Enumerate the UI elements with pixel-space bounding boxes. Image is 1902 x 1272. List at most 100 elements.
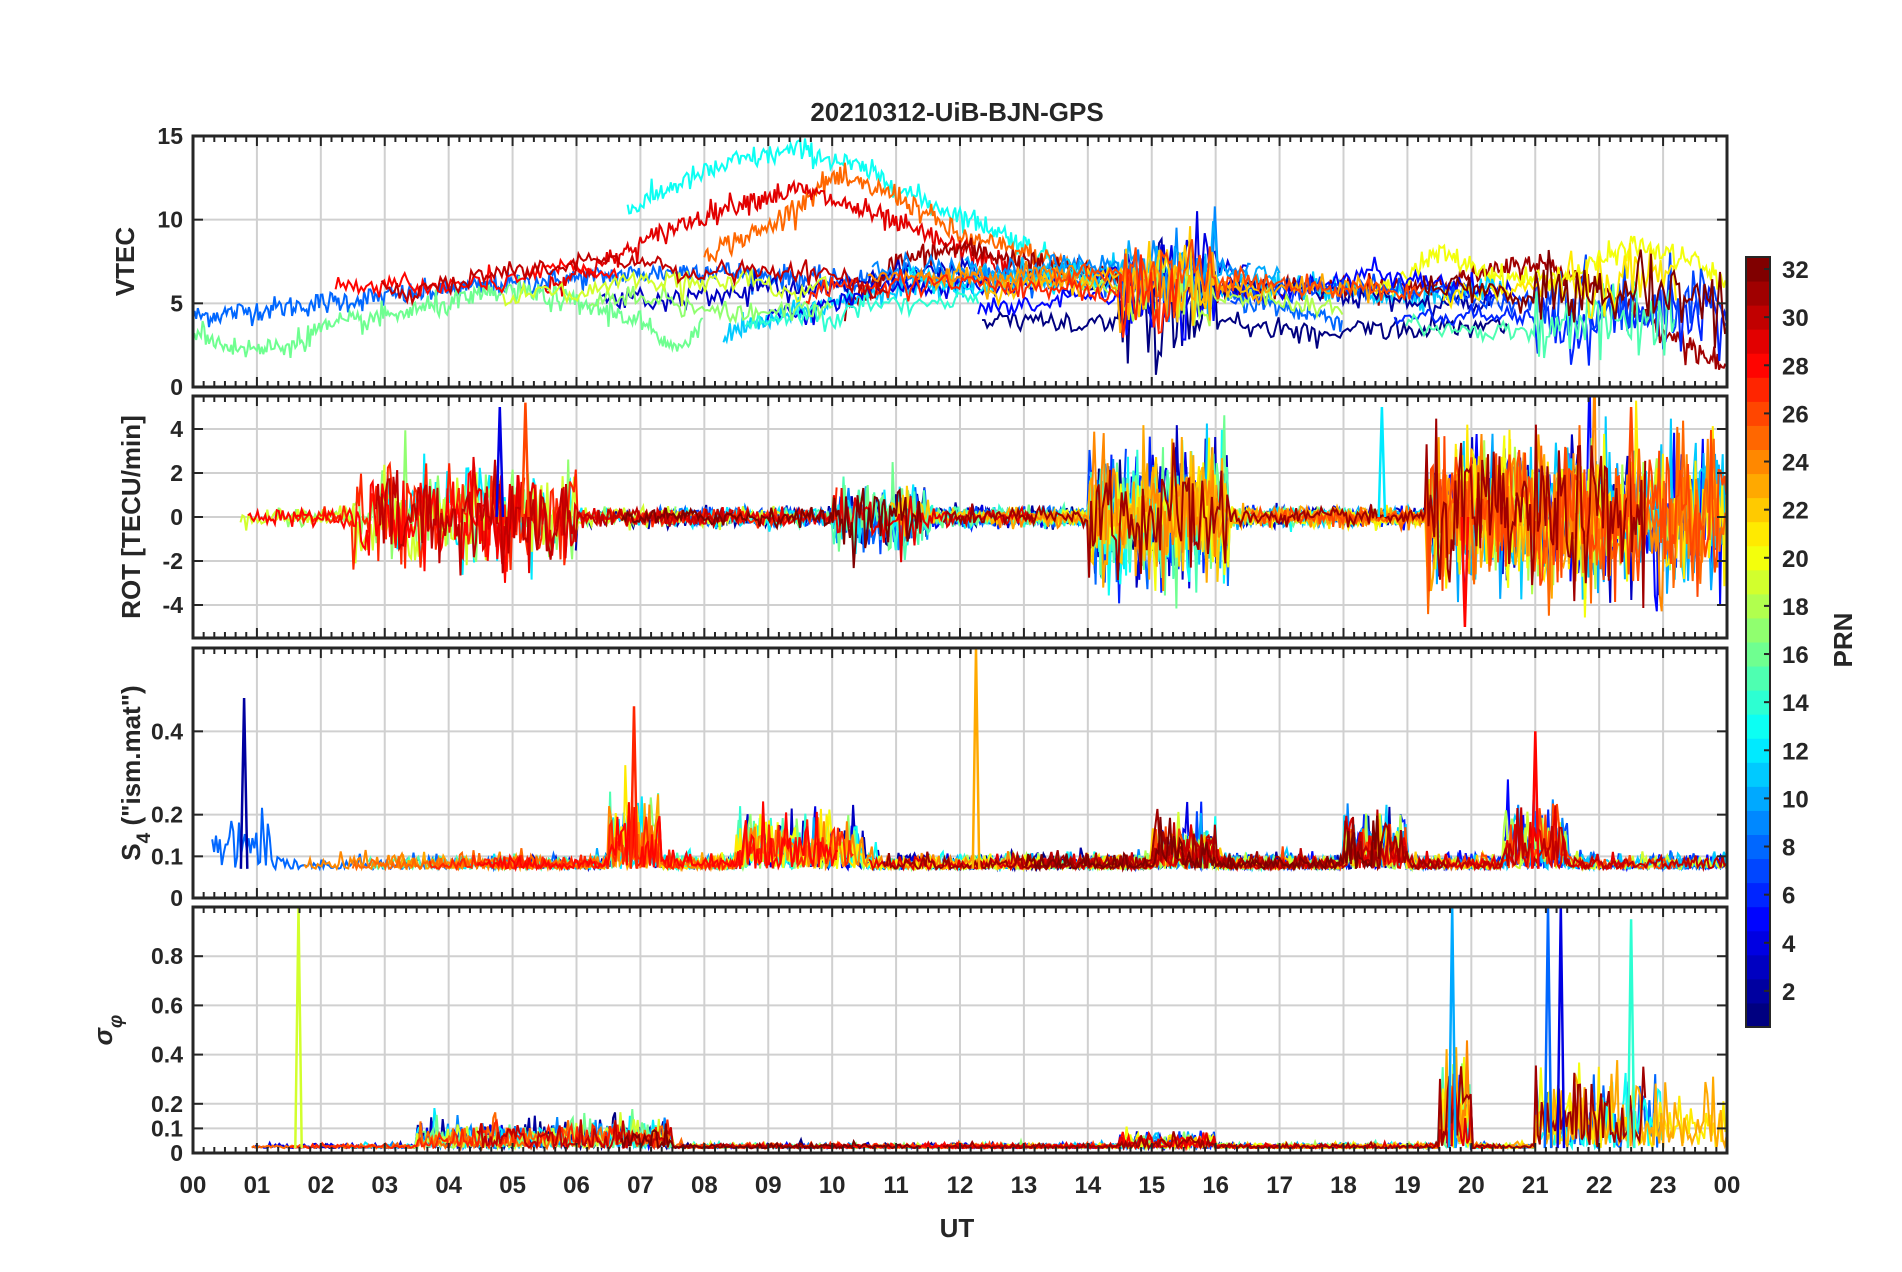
y-tick-label: 0.8: [151, 943, 183, 969]
colorbar-swatch: [1746, 329, 1770, 354]
colorbar-tick-label: 18: [1782, 594, 1809, 621]
trace-prn-32: [620, 1123, 922, 1152]
colorbar-tick-label: 14: [1782, 690, 1809, 717]
spike-prn-23: [971, 648, 981, 869]
trace-prn-31: [942, 418, 1647, 609]
trace-prn-27: [289, 1118, 1052, 1152]
x-tick-label: 17: [1266, 1172, 1293, 1199]
x-axis-label: UT: [940, 1213, 975, 1243]
y-tick-label: 0.2: [151, 1091, 183, 1117]
spike-prn-26: [520, 402, 530, 518]
x-tick-label: 09: [755, 1172, 782, 1199]
x-tick-label: 22: [1586, 1172, 1613, 1199]
colorbar-swatch: [1746, 473, 1770, 499]
trace-prn-31: [882, 808, 1448, 873]
spike-prn-10: [1447, 907, 1457, 1149]
x-tick-label: 02: [307, 1172, 334, 1199]
trace-prn-25: [351, 820, 699, 872]
spike-prn-28: [1530, 731, 1540, 869]
x-tick-label: 01: [244, 1172, 271, 1199]
colorbar-tick-label: 10: [1782, 786, 1809, 813]
x-tick-label: 12: [947, 1172, 974, 1199]
colorbar-tick-label: 30: [1782, 305, 1809, 332]
vtec-trace-prn-13: [626, 138, 1056, 269]
y-tick-label: -4: [163, 592, 184, 618]
x-tick-label: 21: [1522, 1172, 1549, 1199]
spike-prn-4: [1556, 907, 1566, 1149]
x-tick-label: 23: [1650, 1172, 1677, 1199]
figure-title: 20210312-UiB-BJN-GPS: [810, 97, 1103, 127]
panel-1: 0 5 10 15 VTEC: [110, 123, 1729, 400]
x-tick-label: 03: [371, 1172, 398, 1199]
colorbar-tick-label: 6: [1782, 883, 1795, 910]
colorbar-swatch: [1746, 377, 1770, 402]
colorbar-swatch: [1746, 714, 1770, 739]
spike-prn-2: [239, 697, 249, 869]
y-axis-label: σφ: [88, 1015, 127, 1046]
colorbar-label: PRN: [1828, 613, 1858, 668]
x-tick-label: 06: [563, 1172, 590, 1199]
panel-3: 0 0.1 0.2 0.4S4 ("ism.mat"): [116, 646, 1729, 911]
colorbar-swatch: [1746, 569, 1770, 595]
traces: [193, 138, 1727, 375]
y-tick-label: 0: [170, 885, 183, 911]
colorbar-tick-label: 22: [1782, 498, 1809, 525]
colorbar-tick-label: 26: [1782, 401, 1809, 428]
colorbar-tick-label: 32: [1782, 257, 1809, 284]
x-tick-label: 00: [1714, 1172, 1741, 1199]
colorbar-tick-label: 28: [1782, 353, 1809, 380]
x-tick-label: 10: [819, 1172, 846, 1199]
y-tick-label: 0: [170, 374, 183, 400]
traces: [251, 907, 1727, 1152]
y-tick-label: 0.1: [151, 843, 183, 869]
vtec-trace-prn-30: [380, 250, 888, 307]
spike-prn-12: [1377, 406, 1387, 518]
colorbar-swatch: [1746, 954, 1770, 980]
y-tick-label: 4: [170, 416, 183, 442]
y-tick-label: 0.4: [151, 718, 183, 744]
colorbar-tick-label: 20: [1782, 546, 1809, 573]
y-tick-label: 0: [170, 504, 183, 530]
colorbar-tick-label: 8: [1782, 835, 1795, 862]
x-tick-label: 14: [1074, 1172, 1101, 1199]
colorbar-swatch: [1746, 906, 1770, 932]
trace-prn-32: [1025, 815, 1383, 873]
trace-prn-28: [476, 801, 838, 873]
vtec-trace-prn-15: [1405, 280, 1676, 361]
colorbar-swatch: [1746, 521, 1770, 547]
colorbar-swatch: [1746, 762, 1770, 787]
vtec-trace-prn-20: [1374, 235, 1727, 302]
trace-prn-30: [1010, 807, 1727, 873]
colorbar-swatch: [1746, 858, 1770, 884]
x-tick-label: 15: [1138, 1172, 1165, 1199]
colorbar-tick-label: 2: [1782, 979, 1795, 1006]
spike-prn-28: [1460, 516, 1470, 628]
panel-4: 00.10.2 0.4 0.6 0.8 σφ: [88, 905, 1729, 1166]
vtec-trace-prn-1: [982, 256, 1510, 375]
x-tick-label: 19: [1394, 1172, 1421, 1199]
trace-prn-32: [620, 487, 922, 569]
x-tick-label: 05: [499, 1172, 526, 1199]
vtec-trace-prn-29: [543, 179, 1055, 297]
y-tick-label: 0: [170, 1140, 183, 1166]
vtec-trace-prn-17: [589, 283, 834, 325]
colorbar-swatch: [1746, 810, 1770, 835]
colorbar-frame: [1745, 256, 1771, 1028]
y-tick-label: 0.2: [151, 802, 183, 828]
colorbar-swatch: [1746, 425, 1770, 450]
colorbar-tick-label: 12: [1782, 738, 1809, 765]
colorbar-swatch: [1746, 1002, 1770, 1028]
y-tick-label: 0.4: [151, 1042, 183, 1068]
x-tick-label: 08: [691, 1172, 718, 1199]
traces: [211, 648, 1727, 873]
colorbar-tick-label: 24: [1782, 450, 1809, 477]
spike-prn-19: [294, 907, 303, 1149]
spike-prn-26: [1626, 406, 1636, 518]
colorbar-tick-label: 16: [1782, 642, 1809, 669]
vtec-trace-prn-10: [964, 221, 1281, 320]
colorbar-swatch: [1746, 281, 1770, 306]
spike-prn-14: [1626, 919, 1636, 1149]
